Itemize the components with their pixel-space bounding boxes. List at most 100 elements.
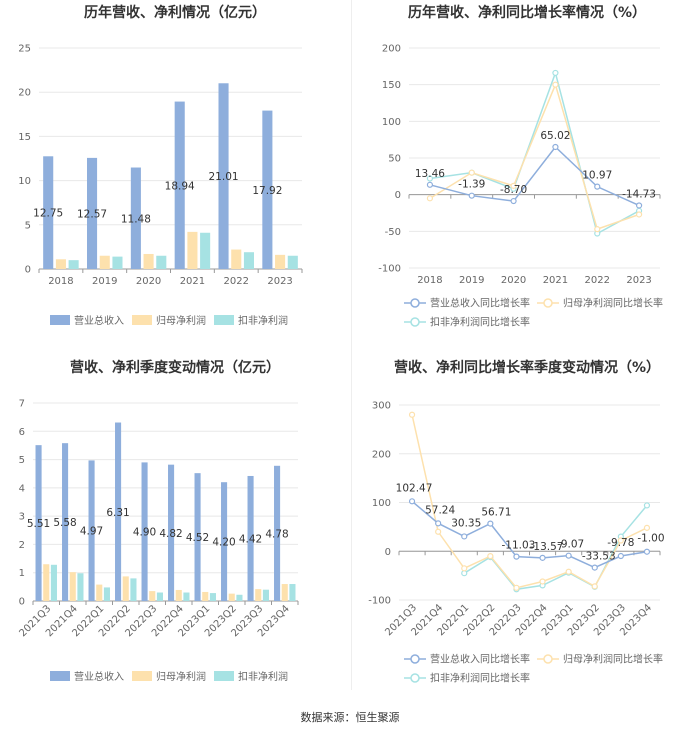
- bar: [69, 572, 76, 601]
- legend-marker: [410, 298, 420, 308]
- data-point: [426, 195, 434, 202]
- legend-label: 归母净利润同比增长率: [563, 297, 663, 310]
- data-point: [617, 537, 624, 544]
- y-tick-label: 100: [382, 117, 401, 128]
- data-label: -33.53: [582, 551, 616, 563]
- y-tick-label: 15: [18, 132, 31, 143]
- bar: [274, 465, 281, 601]
- bar: [187, 231, 198, 269]
- data-point: [461, 565, 468, 572]
- y-tick-label: 20: [18, 88, 31, 99]
- chart-svg: 012345672021Q32021Q42022Q12022Q22022Q320…: [18, 399, 299, 683]
- chart-svg: -100 -50 0 50 100 150 200 2018 2019 2020 2021 2022 2…: [378, 44, 663, 329]
- data-point: [468, 192, 475, 199]
- bar: [156, 592, 163, 601]
- data-point: [643, 548, 651, 555]
- data-point: [552, 143, 559, 151]
- bar: [228, 593, 235, 601]
- data-label: 65.02: [540, 130, 570, 142]
- bar: [156, 255, 167, 269]
- series-line: [429, 82, 640, 231]
- data-label: 57.24: [425, 504, 455, 516]
- data-point: [510, 197, 517, 205]
- legend-label: 营业总收入同比增长率: [430, 653, 530, 666]
- legend-label: 归母净利润同比增长率: [563, 653, 663, 666]
- bar: [255, 589, 262, 601]
- data-label: 4.82: [159, 528, 182, 540]
- series-line: [429, 70, 640, 235]
- bar: [175, 589, 182, 601]
- x-tick-label: 2019: [92, 276, 117, 287]
- bar: [200, 232, 211, 269]
- x-tick-label: 2020: [501, 275, 526, 286]
- legend-label: 扣非净利润: [238, 314, 288, 327]
- data-point: [461, 570, 468, 577]
- bar: [231, 249, 242, 269]
- data-point: [487, 553, 494, 560]
- legend-swatch: [132, 671, 152, 681]
- legend-label: 营业总收入同比增长率: [430, 297, 530, 310]
- bar: [209, 593, 216, 601]
- data-point: [426, 181, 434, 188]
- bar: [221, 482, 228, 601]
- data-point: [635, 202, 643, 209]
- data-label: 12.57: [77, 208, 107, 220]
- data-point: [594, 226, 601, 233]
- bar: [289, 584, 296, 601]
- data-label: 30.35: [451, 517, 481, 529]
- data-point: [468, 169, 475, 176]
- series-line: [429, 145, 640, 207]
- y-tick-label: 5: [19, 455, 25, 466]
- data-label: 13.46: [415, 168, 445, 180]
- bar: [247, 475, 254, 601]
- legend-swatch: [50, 315, 70, 325]
- legend-swatch: [214, 671, 234, 681]
- legend-swatch: [214, 315, 234, 325]
- bar: [149, 591, 156, 601]
- bar: [287, 255, 298, 269]
- quarterly-growth-rate-chart: 营收、净利同比增长率季度变动情况（%） -100 0 100 200 300 2021Q3…: [352, 355, 700, 700]
- x-tick-label: 2018: [417, 275, 442, 286]
- legend-swatch: [50, 671, 70, 681]
- data-source: 数据来源：恒生聚源: [300, 711, 400, 724]
- y-tick-label: 50: [388, 154, 401, 165]
- data-point: [594, 183, 601, 190]
- data-point: [552, 81, 559, 88]
- y-tick-label: -100: [368, 596, 391, 607]
- x-tick-label: 2019: [459, 275, 484, 286]
- data-point: [513, 584, 520, 591]
- series-line: [411, 414, 648, 589]
- bar: [275, 254, 286, 269]
- data-point: [510, 182, 517, 189]
- x-tick-label: 2021: [180, 276, 205, 287]
- bar: [218, 83, 229, 269]
- y-tick-label: 0: [385, 547, 391, 558]
- bar: [174, 101, 185, 269]
- data-point: [487, 520, 494, 527]
- data-point: [643, 502, 651, 509]
- bar: [168, 464, 175, 601]
- x-tick-label: 2023: [267, 276, 292, 287]
- data-point: [643, 524, 651, 531]
- x-tick-label: 2022: [224, 276, 249, 287]
- x-tick-label: 2023: [626, 275, 651, 286]
- bar: [103, 587, 110, 601]
- bar: [130, 167, 141, 269]
- data-label: 6.31: [106, 507, 129, 519]
- data-point: [435, 520, 442, 527]
- bar: [62, 443, 69, 601]
- y-tick-label: 300: [372, 401, 391, 412]
- legend-label: 归母净利润: [156, 314, 206, 327]
- chart-title: 营收、净利同比增长率季度变动情况（%）: [393, 360, 661, 376]
- data-point: [435, 528, 442, 535]
- y-tick-label: 1: [19, 568, 25, 579]
- x-tick-label: 2020: [136, 276, 161, 287]
- bar: [130, 578, 137, 601]
- x-tick-label: 2021: [543, 275, 568, 286]
- data-label: 4.42: [239, 533, 262, 545]
- bar: [243, 252, 255, 269]
- x-tick-label: 2018: [48, 276, 73, 287]
- annual-growth-rate-chart: 历年营收、净利同比增长率情况（%） -100 -50 0 50 100 150 200 201…: [352, 0, 700, 345]
- bar: [88, 460, 95, 601]
- data-point: [408, 411, 416, 418]
